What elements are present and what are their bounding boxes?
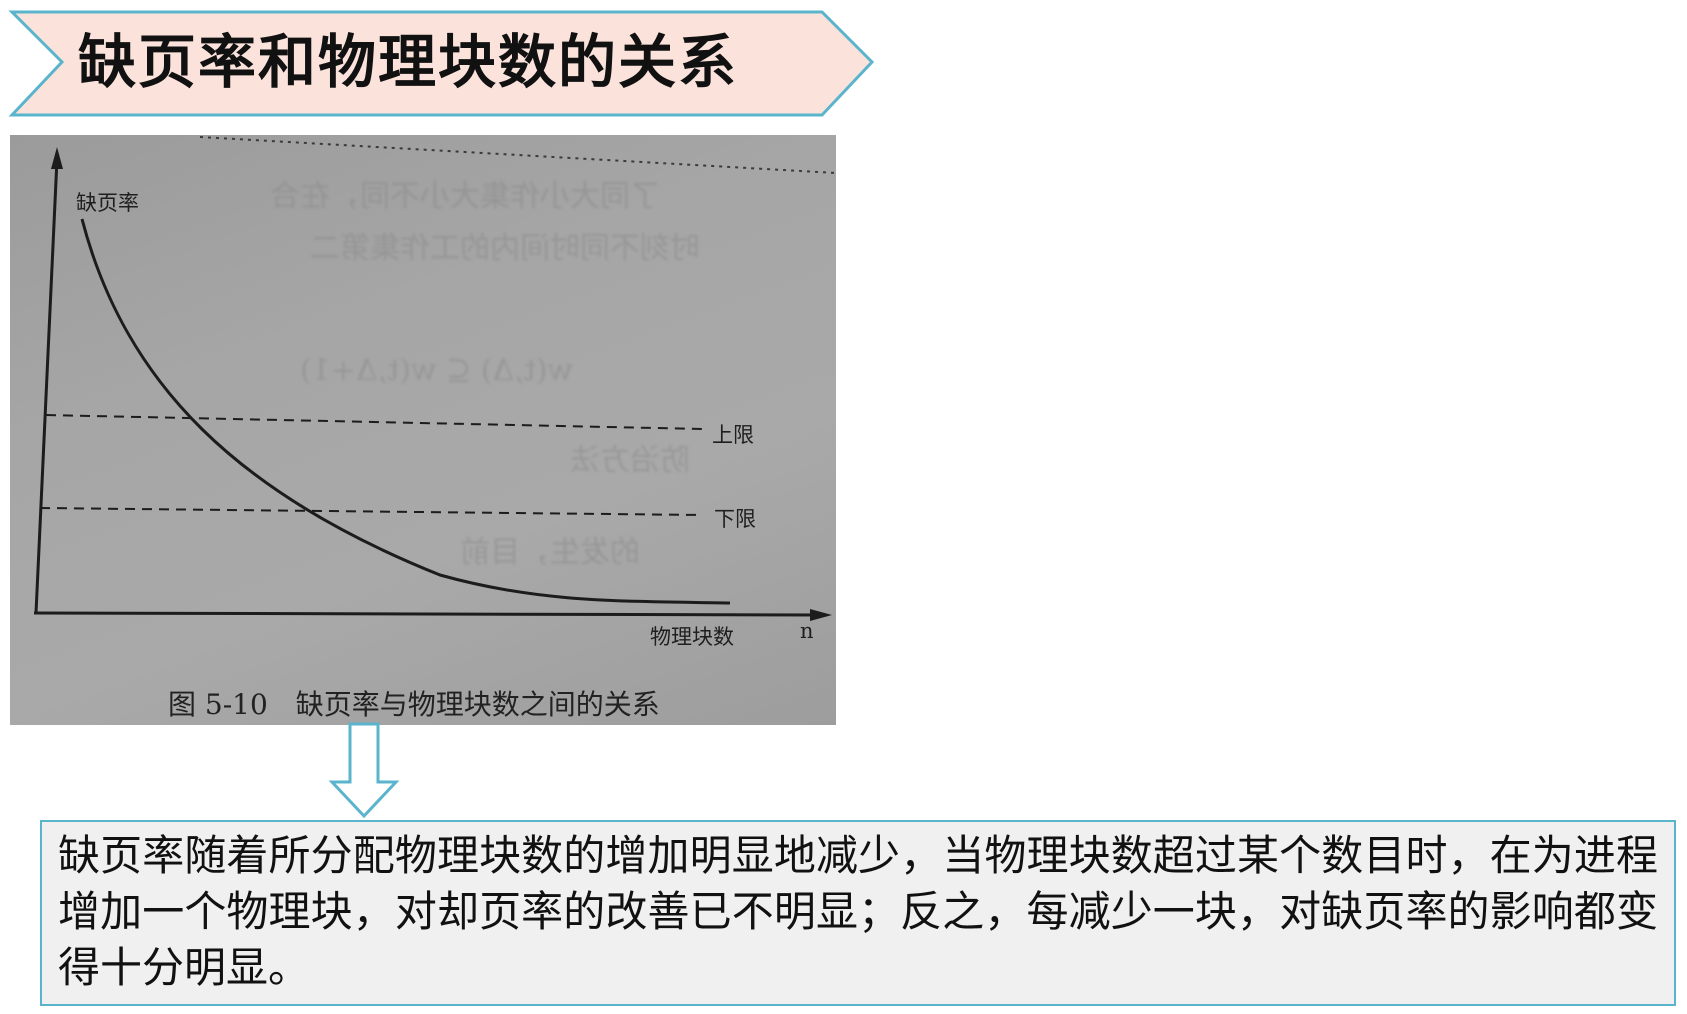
x-axis-symbol: n: [800, 619, 814, 643]
title-banner: [8, 10, 875, 117]
upper-limit-line: [45, 414, 703, 430]
figure-caption: 图 5-10 缺页率与物理块数之间的关系: [168, 688, 660, 721]
x-axis: [33, 611, 821, 617]
figure-photo: 了同大小作集大小不同，在合 时刻不同时间内的工作集第二 w(t,Δ) ⊆ w(t…: [10, 135, 836, 725]
upper-limit-label: 上限: [712, 423, 754, 447]
explanation-box: 缺页率随着所分配物理块数的增加明显地减少，当物理块数超过某个数目时，在为进程增加…: [40, 820, 1676, 1006]
x-axis-arrowhead: [810, 609, 832, 621]
y-axis-label: 缺页率: [76, 191, 139, 215]
page-edge-line: [199, 136, 836, 174]
y-axis-arrowhead: [51, 147, 63, 169]
x-axis-label: 物理块数: [650, 625, 734, 649]
explanation-text: 缺页率随着所分配物理块数的增加明显地减少，当物理块数超过某个数目时，在为进程增加…: [58, 831, 1658, 992]
y-axis: [34, 158, 59, 614]
page-fault-chart: [33, 136, 836, 621]
page-title: 缺页率和物理块数的关系: [78, 28, 739, 96]
lower-limit-label: 下限: [714, 507, 756, 531]
down-arrow-icon: [328, 722, 400, 818]
page-fault-curve: [80, 218, 731, 605]
lower-limit-line: [39, 507, 703, 516]
